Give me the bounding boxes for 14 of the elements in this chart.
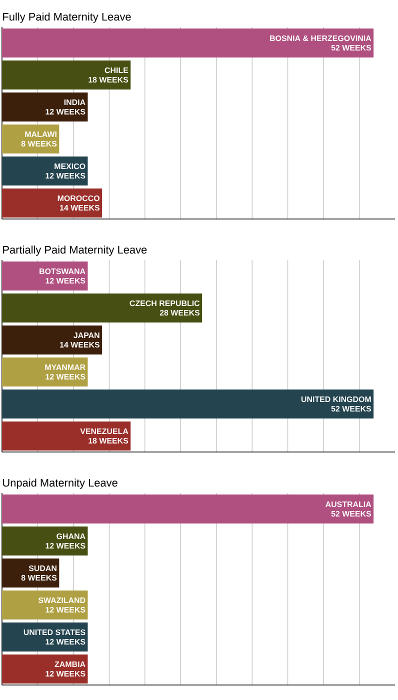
bar <box>2 92 88 122</box>
chart-title: Fully Paid Maternity Leave <box>3 12 131 23</box>
chart-title: Unpaid Maternity Leave <box>3 478 118 489</box>
bar <box>2 262 88 291</box>
bar <box>2 60 131 90</box>
bar <box>2 294 202 323</box>
chart-title: Partially Paid Maternity Leave <box>3 246 147 256</box>
bar <box>2 188 102 218</box>
bar <box>2 326 102 355</box>
bar <box>2 358 88 387</box>
bar <box>2 390 374 419</box>
bar <box>2 28 374 58</box>
bar <box>2 422 131 451</box>
bar <box>2 156 88 186</box>
